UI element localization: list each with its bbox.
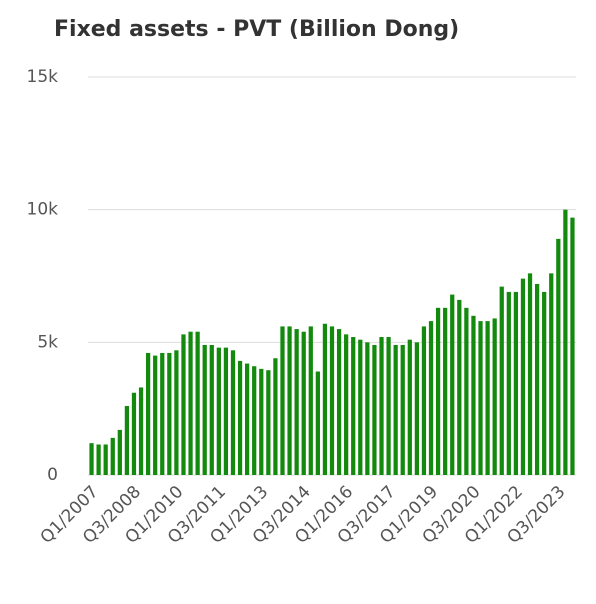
bar bbox=[252, 366, 257, 475]
bar bbox=[358, 339, 363, 475]
bar bbox=[301, 331, 306, 475]
bar bbox=[124, 406, 130, 475]
bar bbox=[322, 323, 328, 475]
bar bbox=[393, 344, 398, 475]
bar bbox=[428, 321, 434, 475]
bar bbox=[549, 273, 554, 475]
bar bbox=[209, 344, 214, 475]
bar bbox=[103, 444, 108, 475]
bar bbox=[492, 318, 497, 475]
bar bbox=[174, 350, 179, 475]
y-tick-label: 10k bbox=[27, 200, 59, 220]
y-tick-label: 5k bbox=[37, 332, 58, 352]
bar bbox=[188, 331, 193, 475]
bar bbox=[138, 387, 144, 475]
bar bbox=[471, 315, 476, 475]
bar bbox=[499, 286, 504, 475]
bar bbox=[421, 326, 427, 475]
bar bbox=[259, 368, 264, 475]
bar bbox=[534, 283, 540, 475]
bar bbox=[145, 352, 151, 475]
bar bbox=[527, 273, 533, 475]
bar bbox=[379, 337, 384, 475]
bar bbox=[457, 299, 462, 475]
bar bbox=[160, 352, 165, 475]
bar bbox=[450, 294, 455, 475]
bar bbox=[464, 307, 469, 475]
bar bbox=[570, 217, 575, 476]
bar bbox=[230, 350, 236, 475]
bar bbox=[407, 339, 412, 475]
bar bbox=[478, 321, 483, 475]
y-tick-label: 0 bbox=[47, 465, 58, 485]
bar bbox=[287, 326, 292, 475]
bar bbox=[556, 238, 561, 475]
bar bbox=[542, 291, 547, 475]
y-tick-label: 15k bbox=[27, 67, 59, 87]
bar bbox=[131, 392, 137, 475]
bar bbox=[344, 334, 349, 475]
bar bbox=[506, 291, 511, 475]
bar bbox=[563, 209, 568, 475]
bar bbox=[89, 443, 94, 475]
bar bbox=[167, 352, 172, 475]
bar bbox=[400, 344, 405, 475]
bar bbox=[96, 444, 101, 475]
bar bbox=[223, 347, 229, 475]
bar bbox=[153, 355, 158, 475]
bar bbox=[443, 307, 448, 475]
bar bbox=[351, 337, 356, 475]
bar bbox=[245, 363, 250, 475]
bar bbox=[372, 344, 377, 475]
chart-title: Fixed assets - PVT (Billion Dong) bbox=[54, 17, 459, 42]
bar bbox=[117, 429, 122, 475]
bar bbox=[308, 326, 313, 475]
bar bbox=[266, 370, 271, 475]
bar bbox=[315, 371, 320, 475]
bar bbox=[181, 334, 186, 475]
bar bbox=[365, 342, 370, 475]
bar bbox=[202, 344, 207, 475]
bar bbox=[414, 342, 419, 475]
bar bbox=[485, 321, 490, 475]
bar bbox=[216, 347, 221, 475]
bar bbox=[520, 278, 526, 475]
bar bbox=[195, 331, 200, 475]
bar bbox=[280, 326, 285, 475]
bar bbox=[294, 329, 299, 475]
bar bbox=[513, 291, 519, 475]
bar bbox=[386, 337, 391, 475]
bar bbox=[336, 329, 342, 475]
bar bbox=[110, 437, 115, 475]
bar bbox=[435, 307, 441, 475]
bar bbox=[329, 326, 335, 475]
bar bbox=[273, 358, 278, 475]
bar bbox=[237, 360, 243, 475]
